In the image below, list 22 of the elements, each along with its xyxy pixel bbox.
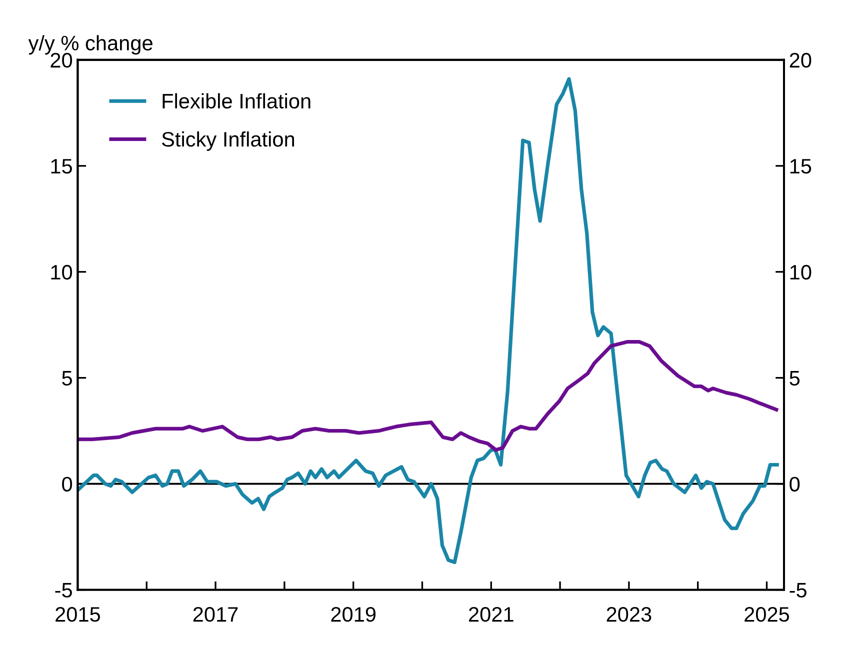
legend-label: Sticky Inflation xyxy=(162,131,294,151)
x-tick-label: 2017 xyxy=(193,607,238,622)
y2-tick-label: 10 xyxy=(790,264,812,280)
y-tick-label: 5 xyxy=(62,371,72,386)
line-series xyxy=(78,340,778,452)
y2-tick-label: 15 xyxy=(790,159,812,174)
x-tick-label: 2015 xyxy=(56,607,100,622)
y-tick-label: 20 xyxy=(50,52,72,68)
y-tick-label: 15 xyxy=(51,159,72,174)
y-tick-label: 10 xyxy=(51,264,72,280)
x-tick-label: 2023 xyxy=(606,607,652,622)
y-tick-label: 0 xyxy=(62,476,72,492)
x-tick-label: 2021 xyxy=(469,607,514,622)
x-tick-label: 2025 xyxy=(744,607,790,622)
y2-tick-label: 20 xyxy=(790,52,812,68)
y2-tick-label: -5 xyxy=(790,583,806,598)
y-tick-label: -5 xyxy=(55,583,72,598)
x-tick-label: 2019 xyxy=(331,607,376,622)
y2-tick-label: 0 xyxy=(790,476,800,492)
y2-tick-label: 5 xyxy=(790,371,800,386)
legend-label: Flexible Inflation xyxy=(162,93,310,109)
line-series xyxy=(78,77,779,564)
